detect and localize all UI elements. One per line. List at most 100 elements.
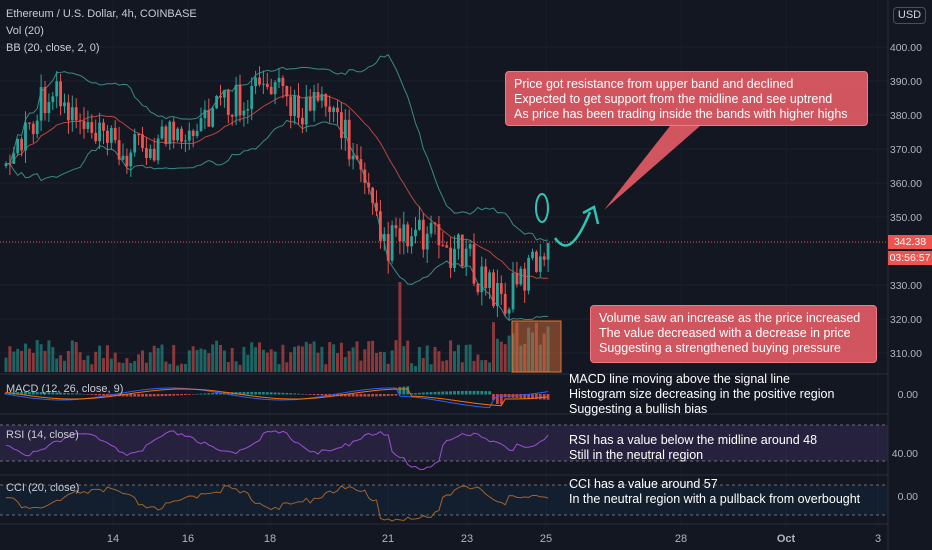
candle-body bbox=[394, 225, 398, 229]
volume-bar bbox=[51, 347, 55, 372]
macd-histogram-bar bbox=[281, 392, 285, 395]
candle-body bbox=[133, 134, 137, 153]
macd-histogram-bar bbox=[67, 393, 70, 395]
candle-body bbox=[113, 127, 117, 141]
price-tick-label: 360.00 bbox=[890, 178, 922, 190]
candle-body bbox=[102, 122, 105, 131]
candle-body bbox=[191, 130, 195, 137]
volume-bar bbox=[394, 340, 398, 372]
candle-body bbox=[59, 81, 62, 107]
candle-body bbox=[523, 268, 527, 291]
macd-histogram-bar bbox=[449, 391, 452, 395]
volume-bar bbox=[98, 345, 102, 372]
volume-bar bbox=[351, 347, 355, 372]
macd-histogram-bar bbox=[394, 394, 398, 396]
macd-histogram-bar bbox=[406, 386, 410, 395]
volume-bar bbox=[27, 348, 31, 372]
volume-bar bbox=[499, 341, 503, 372]
time-tick-label: 3 bbox=[875, 533, 881, 545]
candle-body bbox=[499, 283, 503, 294]
time-axis[interactable]: 14 16 18 21 23 25 28 Oct 3 bbox=[107, 533, 881, 545]
volume-bar bbox=[180, 363, 183, 372]
volume-bar bbox=[152, 345, 156, 372]
volume-bar bbox=[464, 344, 468, 372]
volume-bar bbox=[250, 342, 254, 372]
macd-histogram-bar bbox=[527, 394, 530, 399]
volume-bar bbox=[35, 340, 39, 372]
rsi-pane-label[interactable]: RSI (14, close) bbox=[6, 429, 79, 441]
volume-bar bbox=[308, 343, 312, 372]
candle-body bbox=[503, 293, 507, 314]
volume-bar bbox=[94, 351, 98, 372]
macd-histogram-bar bbox=[297, 393, 300, 395]
pane-tick-label: 0.00 bbox=[898, 389, 919, 401]
cci-pane-label[interactable]: CCI (20, close) bbox=[6, 482, 80, 494]
volume-bar bbox=[441, 361, 445, 372]
candle-body bbox=[511, 273, 515, 310]
volume-bar bbox=[230, 347, 234, 372]
macd-histogram-bar bbox=[464, 390, 468, 395]
macd-histogram-bar bbox=[156, 394, 160, 397]
volume-bar bbox=[414, 365, 417, 372]
macd-histogram-bar bbox=[59, 392, 62, 395]
candle-body bbox=[125, 155, 129, 167]
macd-pane bbox=[4, 386, 550, 409]
candle-body bbox=[273, 82, 277, 95]
price-scale[interactable]: 400.00 390.00 380.00 370.00 360.00 350.00 330.… bbox=[890, 42, 922, 503]
macd-histogram-bar bbox=[523, 394, 527, 399]
volume-bar bbox=[246, 354, 250, 372]
macd-histogram-bar bbox=[538, 394, 542, 400]
volume-bar bbox=[109, 358, 113, 372]
macd-histogram-bar bbox=[250, 391, 254, 395]
callout-line: Price got resistance from upper band and… bbox=[514, 77, 794, 91]
macd-pane-label[interactable]: MACD (12, 26, close, 9) bbox=[6, 383, 124, 395]
symbol-title: Ethereum / U.S. Dollar, 4h, COINBASE bbox=[6, 8, 197, 20]
candle-body bbox=[55, 81, 59, 97]
macd-histogram-bar bbox=[184, 394, 187, 396]
price-tick-label: 310.00 bbox=[890, 348, 922, 360]
macd-histogram-bar bbox=[63, 392, 66, 395]
macd-histogram-bar bbox=[402, 386, 406, 395]
volume-bar bbox=[176, 365, 180, 372]
candle-body bbox=[223, 90, 226, 98]
macd-histogram-bar bbox=[199, 393, 203, 395]
volume-bar bbox=[55, 358, 59, 372]
macd-histogram-bar bbox=[203, 393, 207, 395]
volume-bar bbox=[507, 335, 511, 372]
candle-body bbox=[293, 95, 296, 116]
volume-bar bbox=[4, 357, 8, 372]
macd-histogram-bar bbox=[285, 392, 289, 395]
macd-histogram-bar bbox=[519, 394, 523, 399]
volume-indicator-label[interactable]: Vol (20) bbox=[6, 25, 44, 37]
macd-histogram-bar bbox=[398, 386, 402, 395]
candle-body bbox=[98, 122, 101, 142]
volume-bar bbox=[277, 364, 281, 372]
candle-body bbox=[328, 106, 332, 112]
candle-body bbox=[421, 219, 425, 250]
macd-histogram-bar bbox=[472, 390, 476, 395]
volume-bar bbox=[222, 350, 226, 372]
candle-body bbox=[464, 248, 468, 267]
candle-body bbox=[262, 83, 265, 85]
macd-histogram-bar bbox=[379, 394, 382, 397]
candle-body bbox=[148, 148, 152, 159]
currency-button[interactable]: USD bbox=[893, 7, 926, 24]
volume-bar bbox=[129, 362, 133, 372]
macd-histogram-bar bbox=[31, 391, 35, 395]
volume-bar bbox=[476, 354, 480, 372]
candle-body bbox=[74, 107, 78, 121]
macd-histogram-bar bbox=[254, 391, 257, 395]
macd-histogram-bar bbox=[301, 393, 304, 395]
macd-histogram-bar bbox=[363, 394, 367, 397]
macd-histogram-bar bbox=[277, 392, 281, 395]
macd-histogram-bar bbox=[414, 392, 417, 395]
candle-body bbox=[449, 247, 452, 268]
volume-bar bbox=[527, 327, 531, 372]
candle-body bbox=[242, 110, 246, 116]
candle-body bbox=[207, 109, 211, 127]
time-tick-label: 14 bbox=[107, 533, 119, 545]
volume-bar bbox=[105, 345, 109, 372]
candle-body bbox=[527, 257, 530, 291]
bollinger-indicator-label[interactable]: BB (20, close, 2, 0) bbox=[6, 42, 100, 54]
